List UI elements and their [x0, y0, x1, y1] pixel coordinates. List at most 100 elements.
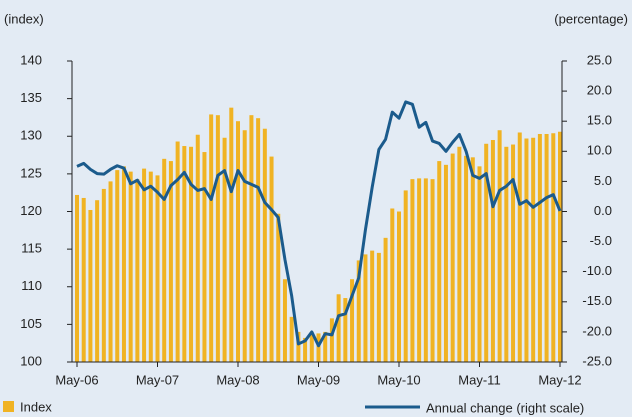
bar: [430, 179, 435, 362]
legend-swatch: [3, 401, 14, 412]
bar: [350, 279, 355, 362]
bar: [229, 107, 234, 362]
x-tick-label: May-08: [216, 372, 259, 387]
y-tick-label: 120: [20, 203, 42, 218]
bar: [189, 146, 194, 362]
y-tick-label: 135: [20, 90, 42, 105]
y-tick-label: 125: [20, 165, 42, 180]
bar: [544, 133, 549, 362]
bar: [477, 166, 482, 362]
bar: [376, 252, 381, 362]
bar: [323, 331, 328, 362]
bar: [289, 316, 294, 362]
bar: [490, 140, 495, 362]
x-tick-label: May-11: [458, 372, 500, 387]
bar: [524, 138, 529, 362]
bar: [101, 188, 106, 362]
bar: [309, 332, 314, 362]
y-tick-label: 110: [21, 278, 42, 293]
y2-tick-label: 0.0: [594, 203, 612, 218]
bar: [329, 318, 334, 362]
bar: [128, 171, 133, 362]
bar: [370, 250, 375, 362]
x-tick-label: May-12: [538, 372, 581, 387]
bar: [256, 118, 261, 362]
y2-tick-label: -15.0: [582, 293, 612, 308]
bar: [484, 143, 489, 362]
bar: [262, 128, 267, 362]
bar: [497, 130, 502, 362]
bar: [303, 337, 308, 362]
bar: [336, 294, 341, 362]
bar: [390, 208, 395, 362]
bar: [202, 152, 207, 362]
bar: [215, 115, 220, 363]
bar: [457, 146, 462, 362]
y2-tick-label: -5.0: [590, 233, 612, 248]
bar: [437, 161, 442, 362]
bar: [423, 178, 428, 362]
bar: [397, 211, 401, 362]
bar: [249, 115, 254, 363]
legend-label: Index: [20, 399, 52, 414]
bar: [95, 200, 100, 362]
y-tick-label: 105: [20, 316, 42, 331]
bar: [282, 279, 287, 362]
bar: [504, 146, 509, 362]
bar: [464, 155, 469, 362]
bar: [417, 178, 422, 362]
bar: [175, 141, 180, 362]
bar: [403, 190, 408, 362]
bar: [363, 254, 368, 362]
y-axis-label: (index): [4, 11, 44, 26]
bar: [115, 170, 120, 362]
bar: [551, 133, 556, 362]
line: [76, 100, 562, 348]
bar: [343, 298, 348, 362]
x-tick-label: May-10: [377, 372, 420, 387]
y2-tick-label: -25.0: [582, 353, 612, 368]
bar: [108, 181, 113, 362]
y2-tick-label: 20.0: [587, 83, 612, 98]
bar: [209, 114, 214, 363]
y-tick-label: 140: [20, 52, 42, 67]
y2-axis-label: (percentage): [554, 11, 628, 26]
y2-tick-label: 10.0: [587, 143, 612, 158]
bar: [296, 331, 301, 362]
bar: [148, 171, 153, 362]
bar: [182, 146, 187, 362]
bar: [470, 157, 475, 362]
bar: [410, 179, 415, 362]
bar: [276, 213, 281, 362]
bar: [531, 137, 536, 362]
bar: [356, 260, 361, 362]
bar: [558, 131, 562, 362]
bar: [450, 153, 455, 362]
x-tick-label: May-07: [136, 372, 179, 387]
y2-tick-label: 25.0: [587, 52, 612, 67]
x-tick-label: May-06: [55, 372, 98, 387]
y-tick-label: 100: [20, 353, 42, 368]
y2-tick-label: -20.0: [582, 323, 612, 338]
bar: [75, 194, 79, 362]
bar: [81, 197, 86, 362]
bar: [443, 164, 448, 362]
legend-label: Annual change (right scale): [426, 400, 584, 415]
y-tick-label: 130: [20, 128, 42, 143]
bar: [195, 134, 200, 362]
bar: [155, 175, 160, 362]
bar: [269, 156, 274, 362]
bar: [511, 144, 516, 362]
y2-tick-label: -10.0: [582, 263, 612, 278]
bar: [135, 179, 140, 362]
bar: [222, 137, 227, 362]
y2-tick-label: 15.0: [587, 113, 612, 128]
bar: [383, 237, 388, 362]
bar: [236, 121, 240, 362]
bar: [142, 168, 147, 362]
x-tick-label: May-09: [297, 372, 340, 387]
bar: [242, 130, 247, 362]
bar: [162, 158, 167, 362]
bar: [537, 133, 542, 362]
